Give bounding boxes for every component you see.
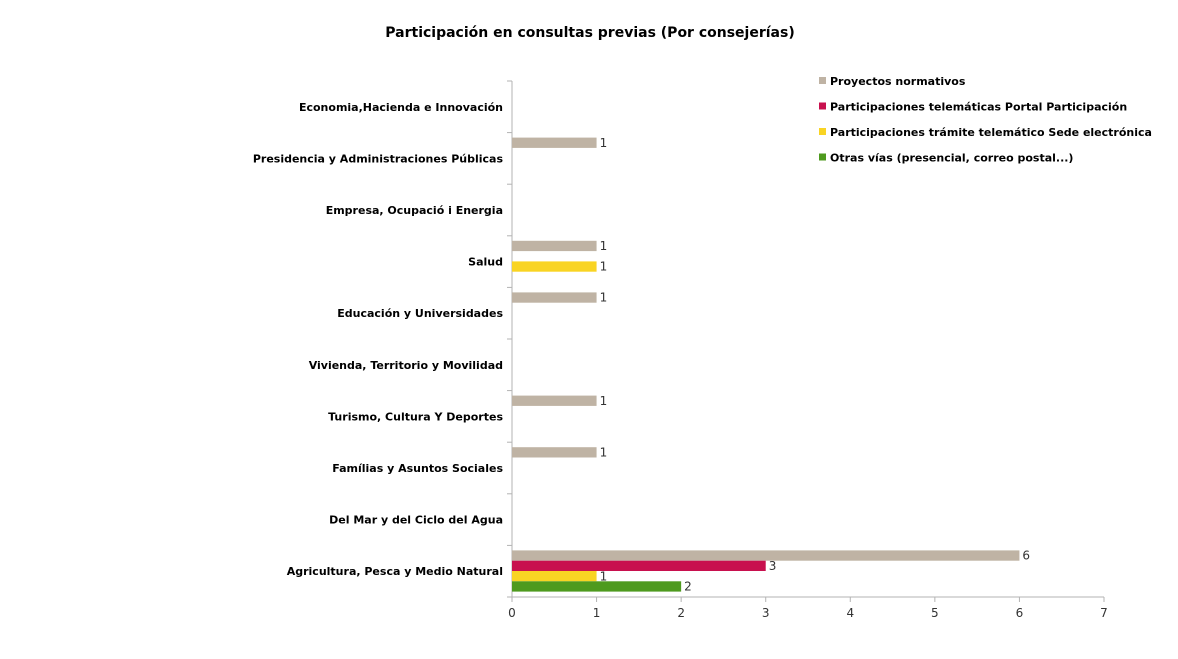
bar-value-label: 2: [684, 580, 692, 594]
legend-label: Proyectos normativos: [830, 75, 966, 88]
category-label: Del Mar y del Ciclo del Agua: [329, 514, 503, 527]
category-label: Presidencia y Administraciones Públicas: [253, 152, 504, 165]
bar: [512, 550, 1020, 561]
bar-value-label: 1: [600, 239, 608, 253]
bar-value-label: 3: [769, 559, 777, 573]
bar: [512, 240, 597, 252]
x-tick-label: 1: [593, 606, 601, 620]
data-labels: 1 1 1 1 1 6 3 1 1 2: [600, 136, 1030, 594]
bar: [512, 581, 682, 592]
bar-value-label: 6: [1022, 549, 1030, 563]
bar: [512, 560, 766, 571]
category-label: Salud: [468, 256, 503, 269]
legend: Proyectos normativos Participaciones tele…: [819, 75, 1152, 165]
category-label: Economia,Hacienda e Innovación: [299, 101, 503, 114]
bar-value-label: 1: [600, 569, 608, 583]
bar: [512, 447, 597, 458]
x-tick-label: 0: [508, 606, 516, 620]
legend-swatch: [819, 153, 826, 161]
x-tick-label: 2: [677, 606, 685, 620]
bars: [512, 137, 1020, 592]
category-label: Agricultura, Pesca y Medio Natural: [287, 565, 503, 578]
bar-value-label: 1: [600, 291, 608, 305]
bar-value-label: 1: [600, 446, 608, 460]
bar: [512, 292, 597, 303]
x-tick-label: 4: [846, 606, 854, 620]
x-tick-label: 3: [762, 606, 770, 620]
category-label: Empresa, Ocupació i Energia: [326, 204, 503, 217]
bar: [512, 261, 597, 272]
x-tick-label: 5: [931, 606, 939, 620]
bar-value-label: 1: [600, 136, 608, 150]
category-label: Educación y Universidades: [337, 307, 503, 320]
category-label: Famílias y Asuntos Sociales: [332, 462, 503, 475]
legend-swatch: [819, 102, 826, 110]
bar-value-label: 1: [600, 394, 608, 408]
x-tick-label: 7: [1100, 606, 1108, 620]
bar: [512, 395, 597, 406]
legend-swatch: [819, 128, 826, 135]
axes: Economia,Hacienda e Innovación Presidenci…: [253, 80, 1108, 620]
bar: [512, 571, 597, 582]
chart-title: Participación en consultas previas (Por …: [385, 25, 794, 41]
bar-value-label: 1: [600, 260, 608, 274]
legend-label: Participaciones trámite telemático Sede …: [830, 126, 1152, 139]
category-label: Turismo, Cultura Y Deportes: [328, 410, 503, 423]
legend-label: Participaciones telemáticas Portal Parti…: [830, 101, 1127, 114]
bar: [512, 137, 597, 148]
legend-label: Otras vías (presencial, correo postal...…: [830, 152, 1073, 165]
legend-swatch: [819, 77, 826, 84]
x-tick-label: 6: [1016, 606, 1024, 620]
category-label: Vivienda, Territorio y Movilidad: [309, 359, 503, 372]
